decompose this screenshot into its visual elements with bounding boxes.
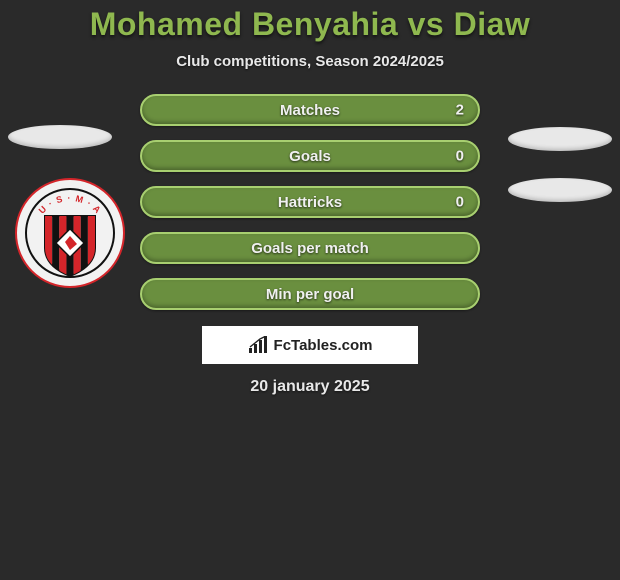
bar-chart-icon xyxy=(248,336,270,354)
shadow-ellipse xyxy=(508,178,612,202)
stat-value: 2 xyxy=(456,102,464,119)
club-badge-icon: U · S · M · A xyxy=(15,178,125,288)
stat-label: Goals per match xyxy=(251,240,369,257)
shadow-ellipse xyxy=(508,127,612,151)
date-text: 20 january 2025 xyxy=(250,378,369,396)
page-title: Mohamed Benyahia vs Diaw xyxy=(90,6,531,43)
page-subtitle: Club competitions, Season 2024/2025 xyxy=(176,53,444,70)
stat-label: Matches xyxy=(280,102,340,119)
brand-badge: FcTables.com xyxy=(202,326,418,364)
brand-text: FcTables.com xyxy=(274,337,373,354)
stat-row: Goals per match xyxy=(140,232,480,264)
stat-label: Min per goal xyxy=(266,286,354,303)
stat-label: Hattricks xyxy=(278,194,342,211)
shadow-ellipse xyxy=(8,125,112,149)
stat-row: Goals 0 xyxy=(140,140,480,172)
stat-row: Hattricks 0 xyxy=(140,186,480,218)
stat-row: Min per goal xyxy=(140,278,480,310)
stat-value: 0 xyxy=(456,148,464,165)
stat-row: Matches 2 xyxy=(140,94,480,126)
stat-value: 0 xyxy=(456,194,464,211)
stat-label: Goals xyxy=(289,148,331,165)
